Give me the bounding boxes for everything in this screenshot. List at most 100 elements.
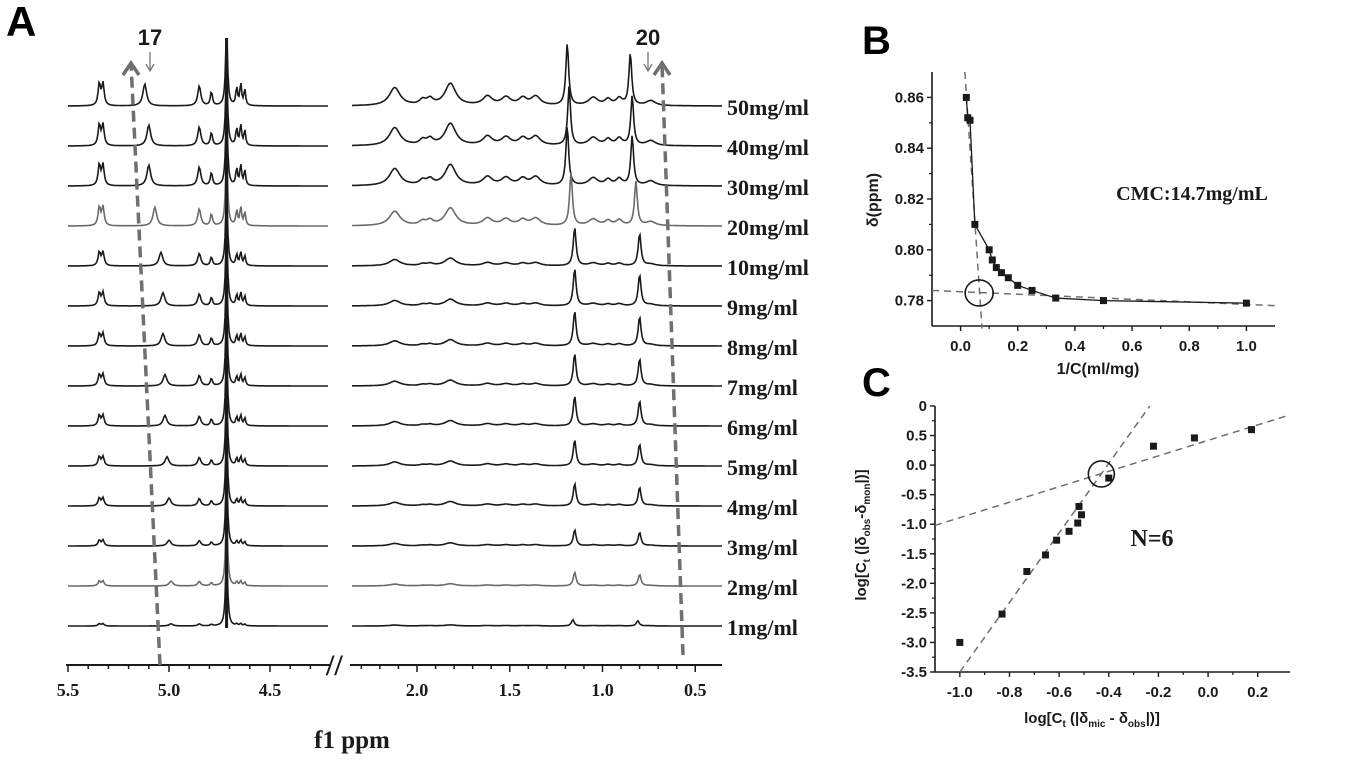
nmr-spectrum-trace [68,398,722,467]
label-subscript: mic [1088,719,1106,730]
label-subscript: t [1062,719,1066,730]
axis-break-mark: // [325,649,343,682]
nmr-spectrum-trace [68,559,722,627]
data-point [1190,434,1198,442]
data-point [1053,536,1061,544]
y-tick-label: -2.5 [901,605,927,622]
y-tick-label: 0.86 [895,89,924,106]
label-part: log[C [853,562,870,600]
y-tick-label: -2.0 [901,575,927,592]
x-tick-label: 0.0 [1198,684,1219,701]
concentration-label: 3mg/ml [727,535,798,560]
data-point [971,220,979,228]
panel-b-cmc-plot: 0.0 0.2 0.4 0.6 0.8 1.0 0.78 0.80 0.82 0.84 0.86 1/… [865,71,1276,378]
x-tick-label: 0.2 [1247,684,1268,701]
panel-label-b: B [862,19,891,63]
arrowhead-icon [652,59,672,76]
nmr-spectrum-trace [68,519,722,587]
label-part: |)] [1146,710,1160,727]
concentration-label: 7mg/ml [727,375,798,400]
nmr-spectrum-trace [68,238,722,307]
data-point [1248,426,1256,434]
cmc-annotation: CMC:14.7mg/mL [1116,183,1268,205]
x-tick-label: 2.0 [406,680,429,700]
concentration-label: 6mg/ml [727,415,798,440]
arrowhead-icon [145,63,155,73]
concentration-label: 8mg/ml [727,335,798,360]
x-tick-label: 1.0 [1236,338,1257,355]
nmr-spectrum-trace [68,479,722,547]
concentration-label: 20mg/ml [727,215,809,240]
y-axis-title: log[Ct (|δobs-δmon|)] [853,469,873,600]
data-point [1014,281,1022,289]
data-point [988,256,996,264]
nmr-spectrum-trace [68,439,722,507]
data-point [997,269,1005,277]
nmr-spectrum-trace [68,38,722,107]
y-tick-label: -3.5 [901,664,927,681]
nmr-spectrum-trace [68,78,722,147]
label-part: log[C [1024,710,1062,727]
concentration-label: 5mg/ml [727,455,798,480]
intersection-circle-marker [964,279,994,307]
data-point [1052,294,1060,302]
y-tick-label: 0.82 [895,191,924,208]
data-point [1075,502,1083,510]
data-point [985,246,993,254]
data-point [1041,551,1049,559]
concentration-label: 10mg/ml [727,255,809,280]
x-tick-label: -0.6 [1046,684,1072,701]
x-tick-label: 0.0 [950,338,971,355]
concentration-label: 40mg/ml [727,135,809,160]
data-point [1074,519,1082,527]
x-tick-label: 1.0 [591,680,614,700]
y-tick-label: 0 [919,398,927,415]
x-tick-label: 5.5 [57,680,80,700]
x-tick-label: -1.0 [947,684,973,701]
nmr-spectrum-trace [68,118,722,187]
data-point [998,610,1006,618]
data-point [1028,286,1036,294]
x-axis-title: log[Ct (|δmic - δobs|)] [1024,710,1160,730]
x-tick-label: -0.8 [997,684,1023,701]
y-tick-label: -1.0 [901,516,927,533]
y-axis-title: δ(ppm) [865,173,882,227]
data-point [1065,527,1073,535]
x-tick-label: -0.4 [1096,684,1123,701]
data-point [1077,511,1085,519]
nmr-spectrum-trace [68,198,722,267]
aggregation-number-annotation: N=6 [1130,526,1173,552]
peak-17-shift-arrow [129,62,162,666]
y-tick-label: 0.5 [906,428,927,445]
panel-label-a: A [6,0,36,45]
data-point [1100,297,1107,305]
concentration-label: 9mg/ml [727,295,798,320]
data-point [1023,568,1031,576]
label-part: (|δ [853,537,870,559]
x-tick-label: 0.2 [1007,338,1028,355]
x-tick-label: 0.6 [1122,338,1143,355]
x-tick-label: 0.5 [684,680,707,700]
nmr-spectrum-trace [68,278,722,347]
label-subscript: mon [862,484,873,505]
concentration-label: 4mg/ml [727,495,798,520]
x-tick-label: 0.8 [1179,338,1200,355]
nmr-spectrum-trace [68,158,722,227]
y-tick-label: 0.78 [895,293,924,310]
y-tick-label: 0.84 [895,140,925,157]
x-tick-label: 1.5 [499,680,522,700]
label-part: -δ [853,505,870,519]
label-subscript: obs [862,518,873,536]
data-point [992,264,1000,272]
label-part: |)] [853,469,870,483]
arrowhead-icon [643,63,653,73]
y-tick-label: -1.5 [901,546,927,563]
data-point [962,93,970,101]
data-point [1004,274,1012,282]
x-tick-label: 0.4 [1064,338,1086,355]
data-point [1105,474,1113,482]
concentration-label: 1mg/ml [727,615,798,640]
label-subscript: obs [1128,719,1146,730]
panel-c-aggregation-number-plot: -1.0 -0.8 -0.6 -0.4 -0.2 0.0 0.2 -3.5 -3.0 -2.5 -2… [853,398,1291,730]
